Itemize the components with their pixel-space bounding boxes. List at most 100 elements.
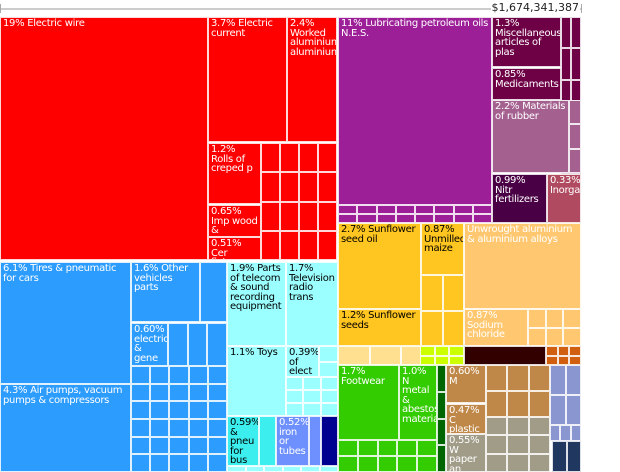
treemap-tile[interactable] <box>437 391 446 419</box>
treemap-tile[interactable] <box>569 100 581 125</box>
treemap-tile[interactable] <box>188 383 208 402</box>
treemap-tile[interactable] <box>299 230 318 260</box>
treemap-tile[interactable] <box>168 323 188 366</box>
treemap-tile[interactable] <box>280 172 299 202</box>
treemap-tile[interactable] <box>563 327 581 346</box>
treemap-tile[interactable] <box>286 390 304 403</box>
treemap-tile[interactable] <box>486 391 508 417</box>
treemap-tile[interactable] <box>472 205 492 214</box>
treemap-tile[interactable] <box>376 205 396 214</box>
treemap-tile[interactable] <box>486 417 508 436</box>
treemap-tile[interactable] <box>261 143 280 173</box>
treemap-tile[interactable] <box>376 214 396 223</box>
treemap-tile[interactable] <box>299 201 318 231</box>
treemap-tile[interactable] <box>377 456 398 472</box>
treemap-tile[interactable] <box>449 355 464 365</box>
treemap-tile[interactable]: 0.60% M <box>446 365 486 403</box>
treemap-tile[interactable] <box>550 395 566 425</box>
treemap-tile[interactable] <box>557 346 570 356</box>
treemap-tile[interactable] <box>187 323 208 366</box>
treemap-tile[interactable]: 0.59% & pneu for bus <box>227 416 259 466</box>
treemap-tile[interactable] <box>207 419 227 437</box>
treemap-tile[interactable]: 0.47% C plastic p <box>446 404 486 434</box>
treemap-tile[interactable] <box>437 365 446 392</box>
treemap-tile[interactable] <box>200 262 227 322</box>
treemap-tile[interactable] <box>486 435 508 454</box>
treemap-tile[interactable] <box>169 419 189 437</box>
treemap-tile[interactable] <box>320 403 338 416</box>
treemap-tile[interactable] <box>207 436 227 455</box>
treemap-tile[interactable] <box>565 395 581 425</box>
treemap-tile[interactable] <box>420 355 435 365</box>
treemap-tile[interactable] <box>286 403 304 416</box>
treemap-tile[interactable] <box>319 466 338 472</box>
treemap-tile[interactable] <box>528 365 550 391</box>
treemap-tile[interactable] <box>545 327 564 346</box>
treemap-tile[interactable] <box>207 383 227 402</box>
treemap-tile[interactable] <box>338 205 358 214</box>
treemap-tile[interactable] <box>131 383 151 402</box>
treemap-tile[interactable] <box>299 172 318 202</box>
treemap-tile[interactable]: 0.52% iron or tubes <box>276 416 309 466</box>
treemap-tile[interactable]: 1.0% N metal & abestos materia <box>399 365 437 440</box>
treemap-tile[interactable] <box>453 205 473 214</box>
treemap-tile[interactable] <box>261 230 280 260</box>
treemap-tile[interactable] <box>569 355 581 365</box>
treemap-tile[interactable] <box>357 205 377 214</box>
treemap-tile[interactable]: 0.99% Nitr fertilizers <box>492 174 547 223</box>
treemap-tile[interactable] <box>561 17 571 49</box>
treemap-tile[interactable] <box>550 425 561 441</box>
treemap-tile[interactable] <box>338 440 358 456</box>
treemap-tile[interactable] <box>357 456 378 472</box>
treemap-tile[interactable] <box>528 435 550 454</box>
treemap-tile[interactable]: 3.7% Electric current <box>208 17 287 142</box>
treemap-tile[interactable]: 11% Lubricating petroleum oils N.E.S. <box>338 17 492 205</box>
treemap-tile[interactable] <box>150 419 170 437</box>
treemap-tile[interactable] <box>264 466 283 472</box>
treemap-tile[interactable] <box>546 346 558 356</box>
treemap-tile[interactable] <box>442 310 464 346</box>
treemap-tile[interactable] <box>319 346 338 362</box>
treemap-tile[interactable] <box>169 454 189 472</box>
treemap-tile[interactable] <box>188 366 208 384</box>
treemap-tile[interactable] <box>357 214 377 223</box>
treemap-tile[interactable] <box>417 456 437 472</box>
treemap-tile[interactable]: 0.87% Unmilled maize <box>421 223 464 275</box>
treemap-tile[interactable] <box>552 441 567 472</box>
treemap-tile[interactable] <box>150 366 170 384</box>
treemap-tile[interactable] <box>550 365 566 395</box>
treemap-tile[interactable]: 2.2% Materials of rubber <box>492 100 569 173</box>
treemap-tile[interactable] <box>150 383 170 402</box>
treemap-tile[interactable] <box>299 143 318 173</box>
treemap-tile[interactable] <box>320 390 338 403</box>
treemap-tile[interactable]: 0.85% Medicaments <box>492 68 561 100</box>
treemap-tile[interactable] <box>261 201 280 231</box>
treemap-tile[interactable] <box>442 275 464 311</box>
treemap-tile[interactable] <box>131 419 151 437</box>
treemap-tile[interactable] <box>131 366 151 384</box>
treemap-tile[interactable] <box>303 403 321 416</box>
treemap-tile[interactable] <box>571 17 581 49</box>
treemap-tile[interactable] <box>280 143 299 173</box>
treemap-tile[interactable] <box>309 416 321 466</box>
treemap-tile[interactable] <box>357 440 378 456</box>
treemap-tile[interactable] <box>301 466 320 472</box>
treemap-tile[interactable] <box>320 377 338 390</box>
treemap-tile[interactable] <box>321 416 338 466</box>
treemap-tile[interactable] <box>420 346 435 356</box>
treemap-tile[interactable] <box>303 377 321 390</box>
treemap-tile[interactable] <box>188 401 208 419</box>
treemap-tile[interactable] <box>397 456 418 472</box>
treemap-tile[interactable] <box>566 441 581 472</box>
treemap-tile[interactable]: 1.7% Footwear <box>338 365 399 440</box>
treemap-tile[interactable] <box>303 390 321 403</box>
treemap-tile[interactable] <box>528 417 550 436</box>
treemap-tile[interactable] <box>437 445 446 472</box>
treemap-tile[interactable] <box>434 214 454 223</box>
treemap-tile[interactable] <box>280 230 299 260</box>
treemap-tile[interactable] <box>434 346 450 356</box>
treemap-tile[interactable] <box>150 436 170 455</box>
treemap-tile[interactable] <box>569 148 581 173</box>
treemap-tile[interactable] <box>395 205 415 214</box>
treemap-tile[interactable] <box>507 391 529 417</box>
